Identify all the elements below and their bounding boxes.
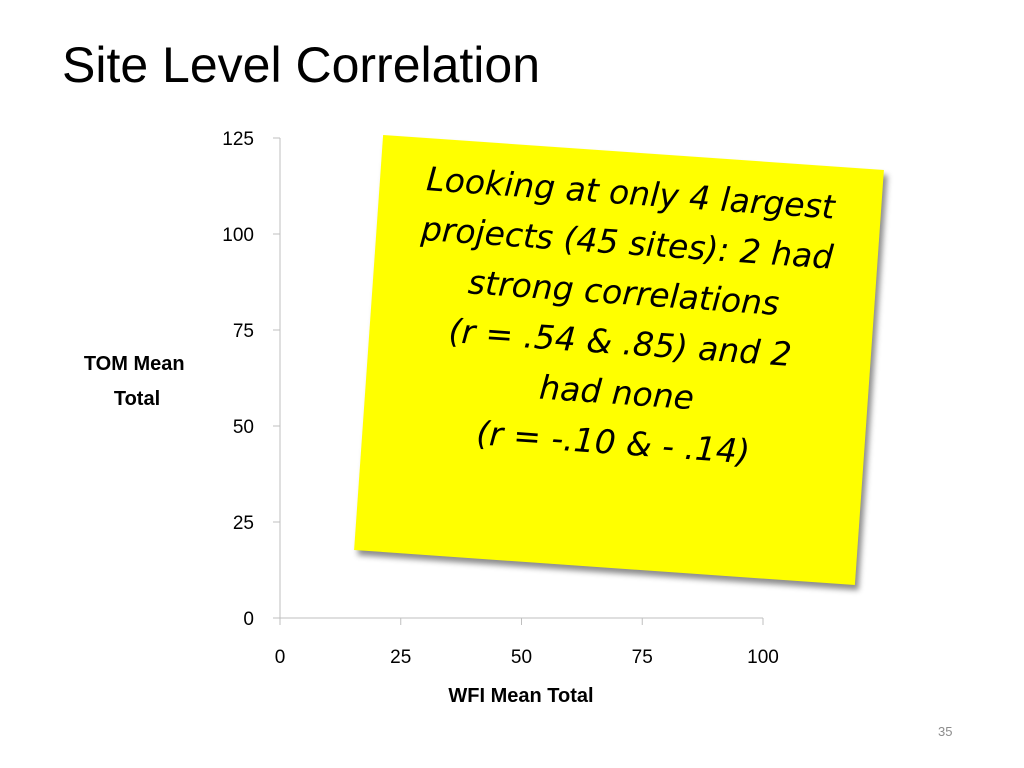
callout-note: Looking at only 4 largest projects (45 s…: [354, 134, 884, 586]
y-tick-label: 0: [243, 609, 254, 630]
y-tick-label: 50: [233, 417, 254, 438]
slide-number: 35: [938, 724, 953, 739]
y-tick-label: 25: [233, 513, 254, 534]
x-tick-label: 75: [632, 647, 653, 668]
x-tick-label: 50: [511, 647, 532, 668]
x-tick-label: 0: [275, 647, 286, 668]
x-tick-label: 100: [747, 647, 779, 668]
x-axis-title: WFI Mean Total: [448, 685, 593, 707]
y-tick-label: 125: [222, 129, 254, 150]
x-tick-label: 25: [390, 647, 411, 668]
x-axis-ticks: 0 25 50 75 100: [275, 618, 779, 668]
y-tick-label: 100: [222, 225, 254, 246]
y-axis-ticks: 0 25 50 75 100 125: [222, 129, 280, 630]
y-axis-title: TOM Mean Total: [84, 353, 190, 410]
slide-title: Site Level Correlation: [62, 37, 541, 93]
y-axis-title-line-1: TOM Mean: [84, 353, 185, 375]
y-tick-label: 75: [233, 321, 254, 342]
y-axis-title-line-2: Total: [114, 388, 160, 410]
